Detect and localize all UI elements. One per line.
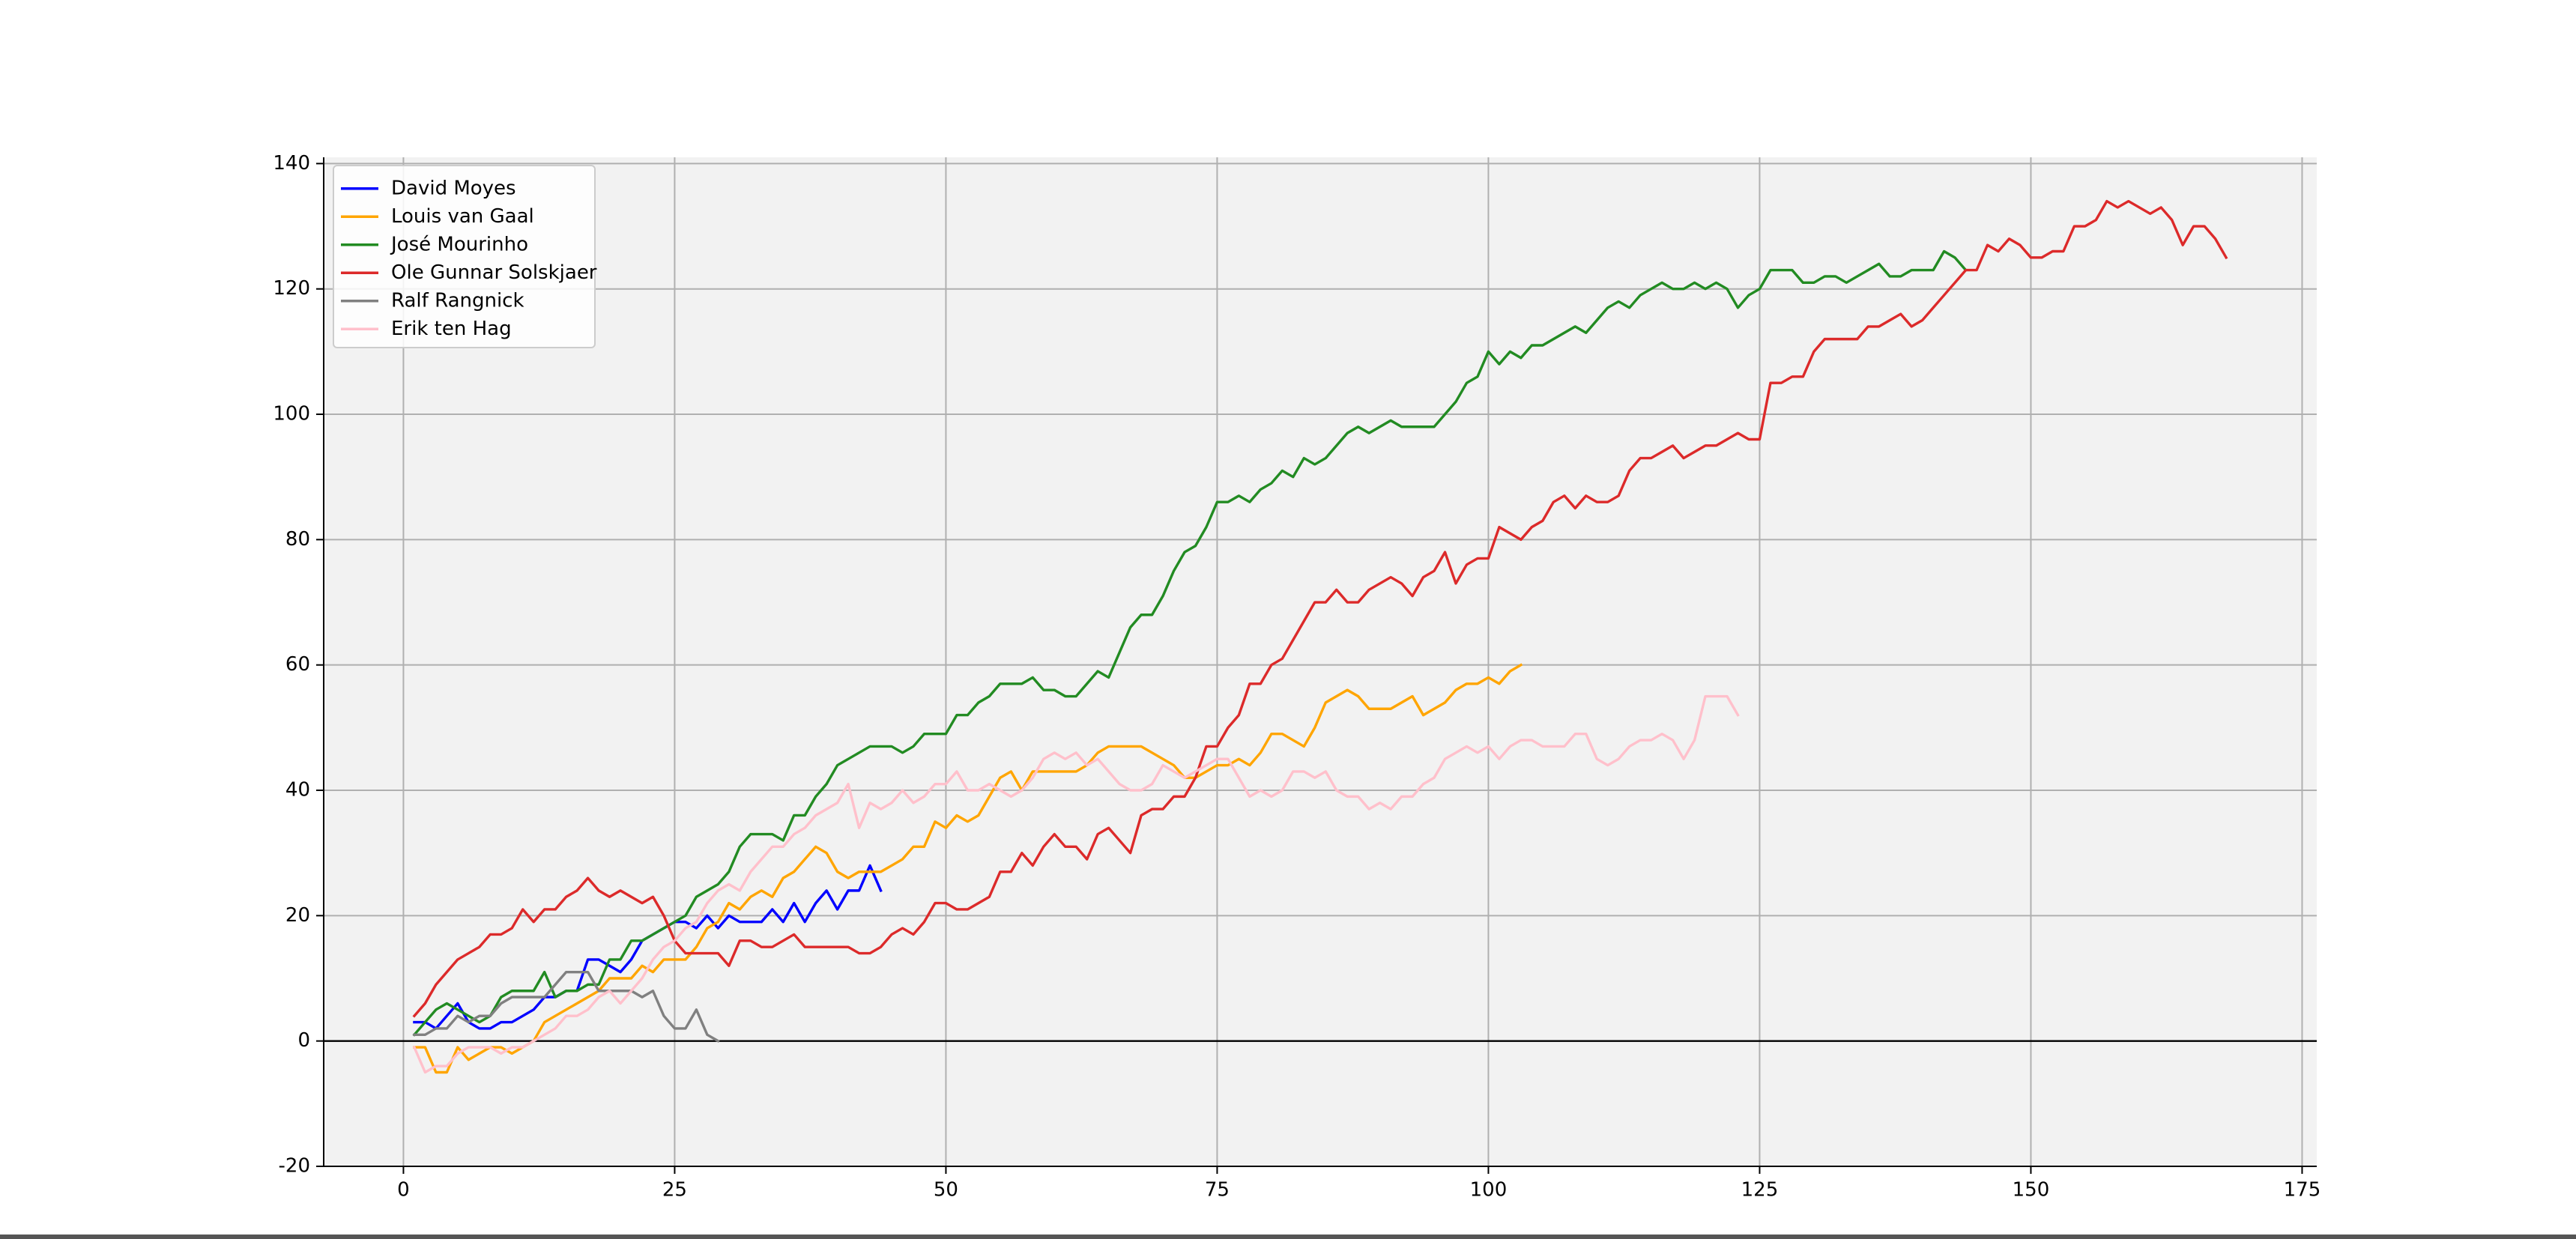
legend-label: Louis van Gaal	[391, 205, 534, 228]
plot-area	[324, 157, 2317, 1166]
y-tick-label: 80	[285, 528, 310, 551]
legend-label: David Moyes	[391, 177, 516, 199]
y-tick-label: 120	[273, 277, 310, 300]
legend-label: Ralf Rangnick	[391, 289, 524, 312]
y-tick-label: 0	[297, 1029, 310, 1052]
y-tick-label: 40	[285, 779, 310, 802]
legend-label: José Mourinho	[390, 233, 528, 255]
y-tick-label: 60	[285, 653, 310, 676]
legend-label: Ole Gunnar Solskjaer	[391, 261, 597, 284]
x-tick-label: 100	[1470, 1179, 1508, 1202]
x-tick-label: 125	[1741, 1179, 1779, 1202]
y-tick-label: 100	[273, 403, 310, 425]
x-tick-label: 25	[662, 1179, 687, 1202]
x-tick-label: 0	[397, 1179, 410, 1202]
y-tick-label: -20	[279, 1155, 310, 1178]
data-line	[412, 249, 1968, 1037]
y-tick-label: 20	[285, 904, 310, 927]
legend: David Moyes Louis van Gaal José Mourinho Ol…	[333, 165, 597, 348]
legend-box	[333, 165, 596, 348]
window-edge	[0, 1235, 2576, 1239]
data-line	[412, 694, 1740, 1074]
x-tick-label: 175	[2284, 1179, 2321, 1202]
legend-label: Erik ten Hag	[391, 318, 512, 340]
x-tick-label: 75	[1205, 1179, 1230, 1202]
data-line	[412, 199, 2228, 1018]
x-tick-label: 50	[934, 1179, 958, 1202]
x-tick-label: 150	[2013, 1179, 2050, 1202]
data-line	[413, 970, 720, 1043]
y-tick-label: 140	[273, 152, 310, 175]
